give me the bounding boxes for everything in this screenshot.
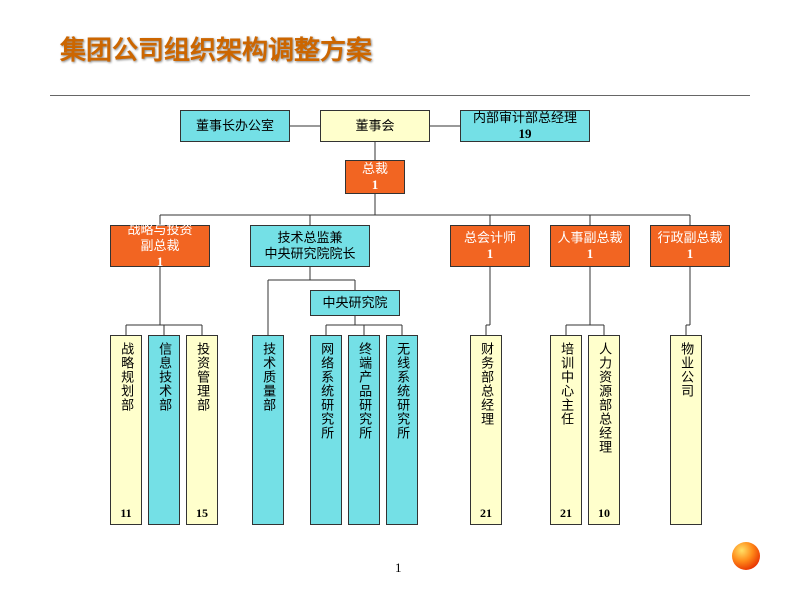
node-label: 网络系统研究所 [319, 342, 333, 440]
node-label: 信息技术部 [157, 342, 171, 412]
node-number: 21 [480, 507, 492, 520]
node-d_terminal: 终端产品研究所 [348, 335, 380, 525]
node-label: 总裁 [362, 161, 388, 177]
node-number: 1 [687, 246, 694, 262]
node-d_property: 物业公司 [670, 335, 702, 525]
node-number: 1 [487, 246, 494, 262]
node-d_quality: 技术质量部 [252, 335, 284, 525]
node-cri: 中央研究院 [310, 290, 400, 316]
node-label: 人事副总裁 [557, 230, 622, 246]
node-label: 技术总监兼中央研究院院长 [264, 230, 355, 263]
node-d_invest: 投资管理部 15 [186, 335, 218, 525]
node-board: 董事会 [320, 110, 430, 142]
node-label: 物业公司 [679, 342, 693, 398]
node-cfo: 总会计师1 [450, 225, 530, 267]
node-vp_strategy: 战略与投资副总裁1 [110, 225, 210, 267]
node-number: 10 [598, 507, 610, 520]
node-audit: 内部审计部总经理19 [460, 110, 590, 142]
node-d_wireless: 无线系统研究所 [386, 335, 418, 525]
node-label: 无线系统研究所 [395, 342, 409, 440]
node-d_network: 网络系统研究所 [310, 335, 342, 525]
node-label: 董事会 [355, 118, 394, 134]
node-number: 11 [120, 507, 131, 520]
node-number: 19 [519, 126, 532, 142]
node-d_hr: 人力资源部总经理 10 [588, 335, 620, 525]
node-number: 1 [157, 254, 164, 270]
node-cto: 技术总监兼中央研究院院长 [250, 225, 370, 267]
node-number: 21 [560, 507, 572, 520]
node-label: 战略与投资副总裁 [127, 222, 192, 255]
node-vp_hr: 人事副总裁1 [550, 225, 630, 267]
node-number: 15 [196, 507, 208, 520]
title-divider [50, 95, 750, 96]
node-label: 董事长办公室 [196, 118, 274, 134]
node-d_train: 培训中心主任 21 [550, 335, 582, 525]
page-number: 1 [395, 560, 402, 576]
node-vp_admin: 行政副总裁1 [650, 225, 730, 267]
node-d_it: 信息技术部 [148, 335, 180, 525]
node-number: 1 [372, 177, 379, 193]
node-d_finance: 财务部总经理 21 [470, 335, 502, 525]
node-label: 培训中心主任 [559, 342, 573, 426]
node-label: 技术质量部 [261, 342, 275, 412]
node-chair_office: 董事长办公室 [180, 110, 290, 142]
node-label: 财务部总经理 [479, 342, 493, 426]
node-label: 终端产品研究所 [357, 342, 371, 440]
node-label: 中央研究院 [322, 295, 387, 311]
node-d_strategy: 战略规划部 11 [110, 335, 142, 525]
node-label: 总会计师 [464, 230, 516, 246]
node-label: 投资管理部 [195, 342, 209, 412]
node-president: 总裁1 [345, 160, 405, 194]
node-number: 1 [587, 246, 594, 262]
node-label: 内部审计部总经理 [473, 110, 577, 126]
page-title: 集团公司组织架构调整方案 [60, 30, 372, 67]
node-label: 人力资源部总经理 [597, 342, 611, 454]
decorative-sphere-icon [732, 542, 760, 570]
node-label: 行政副总裁 [657, 230, 722, 246]
node-label: 战略规划部 [119, 342, 133, 412]
